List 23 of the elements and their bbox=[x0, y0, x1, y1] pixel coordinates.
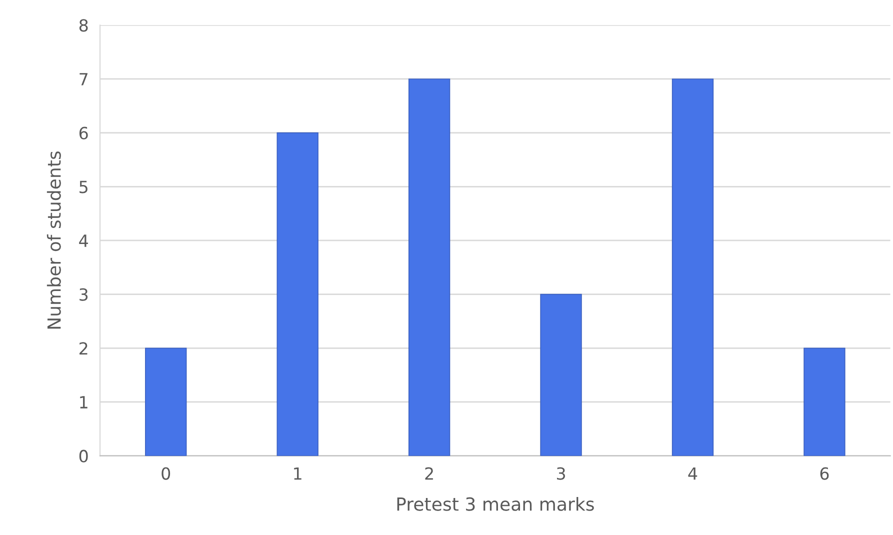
y-tick-label: 4 bbox=[79, 234, 88, 247]
x-tick-label: 0 bbox=[162, 467, 170, 480]
x-tick-label: 6 bbox=[820, 467, 829, 480]
y-tick-label: 1 bbox=[80, 396, 88, 408]
x-axis-title: Pretest 3 mean marks bbox=[397, 496, 594, 511]
bar bbox=[672, 78, 714, 456]
y-tick-label: 3 bbox=[80, 288, 88, 301]
bar bbox=[540, 294, 582, 456]
y-tick-label: 2 bbox=[80, 342, 88, 354]
bar bbox=[145, 348, 187, 456]
y-tick-label: 7 bbox=[80, 73, 88, 86]
y-tick-label: 8 bbox=[79, 19, 88, 32]
bar bbox=[276, 132, 318, 456]
x-tick-label: 1 bbox=[294, 467, 302, 480]
y-tick-label: 6 bbox=[79, 126, 88, 140]
bar bbox=[804, 348, 846, 456]
x-tick-label: 3 bbox=[556, 467, 565, 480]
y-tick-label: 5 bbox=[80, 180, 88, 194]
y-axis-title: Number of students bbox=[46, 151, 61, 329]
x-tick-label: 4 bbox=[688, 467, 698, 480]
bar bbox=[408, 78, 450, 456]
x-tick-label: 2 bbox=[425, 467, 433, 480]
y-tick-label: 0 bbox=[79, 450, 88, 462]
